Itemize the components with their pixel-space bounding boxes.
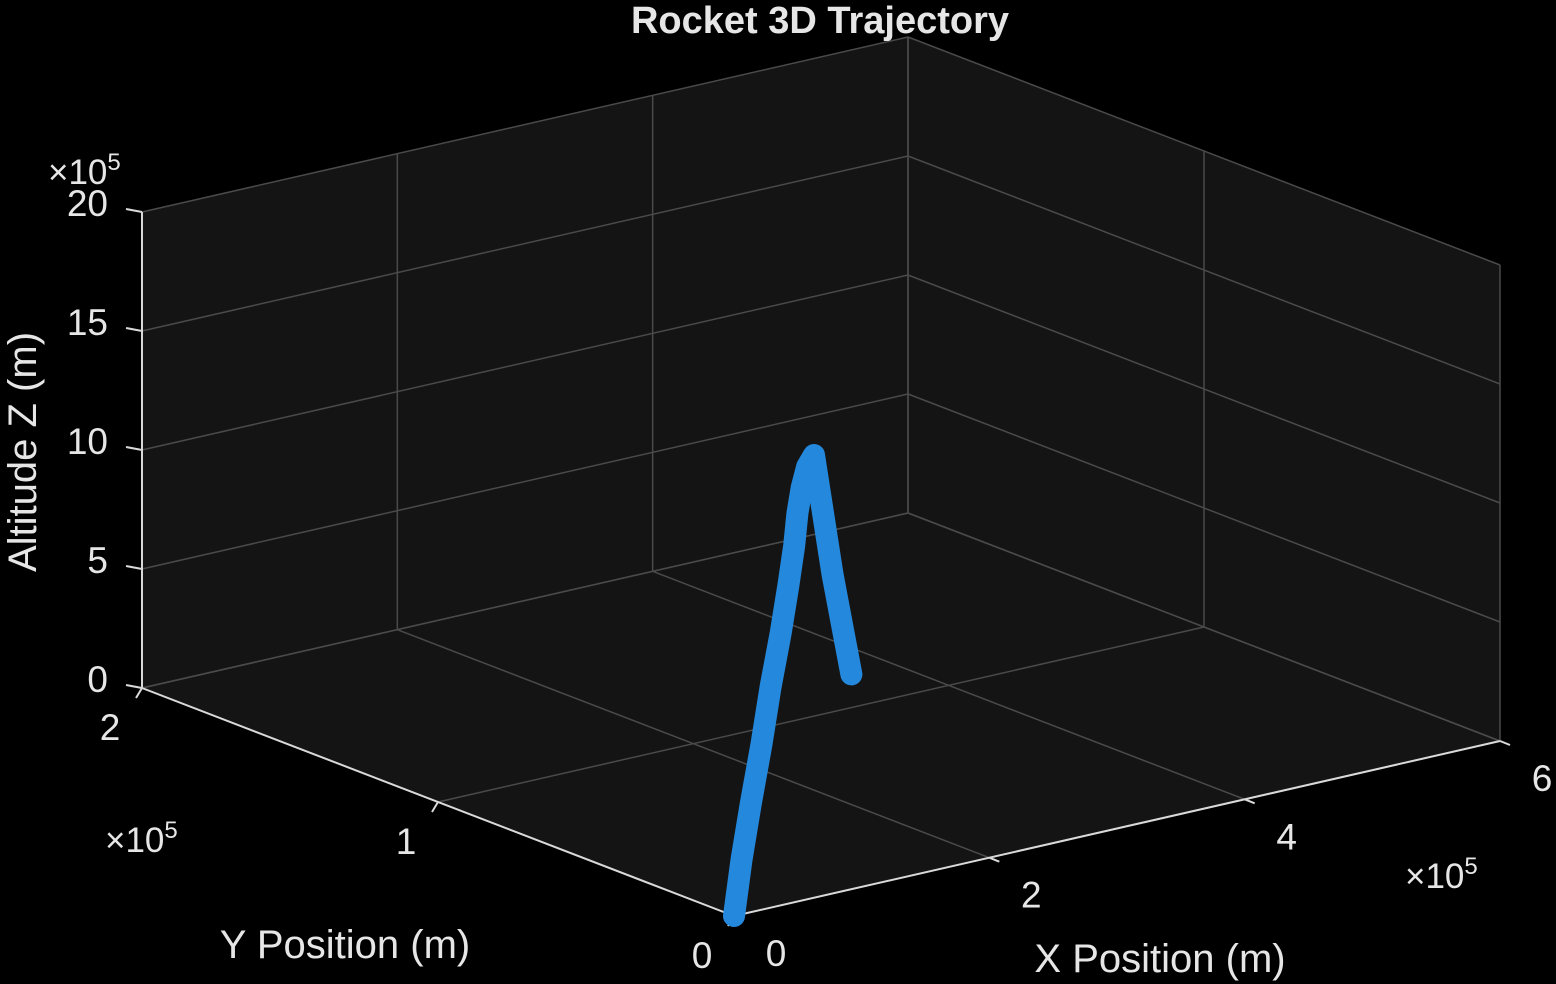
- x-tick-mark: [1499, 740, 1511, 746]
- grid-line-side-z: [907, 36, 1501, 266]
- z-tick-mark: [125, 327, 143, 332]
- trajectory-line: [723, 444, 863, 927]
- z-tick-label: 5: [87, 540, 108, 581]
- x-axis-line: [733, 740, 1501, 917]
- grid-line-back-z: [141, 393, 909, 570]
- trajectory-series: [723, 444, 863, 927]
- z-exponent-label: ×105: [48, 149, 121, 192]
- grid-line-back-z: [141, 274, 909, 451]
- y-tick-label: 2: [100, 707, 121, 748]
- x-tick-label: 2: [1021, 875, 1042, 916]
- z-tick-label: 20: [67, 183, 108, 224]
- grid-line-side-z: [907, 274, 1501, 504]
- x-axis-label: X Position (m): [1034, 937, 1285, 981]
- y-exponent-label: ×105: [105, 817, 178, 860]
- chart-title: Rocket 3D Trajectory: [631, 0, 1009, 42]
- y-tick-mark: [431, 801, 439, 813]
- z-axis-label: Altitude Z (m): [1, 332, 45, 572]
- z-tick-label: 10: [67, 421, 108, 462]
- y-tick-label: 1: [396, 821, 417, 862]
- grid-line-floor-y: [437, 626, 1205, 803]
- x-tick-label: 0: [766, 933, 787, 974]
- x-tick-label: 6: [1532, 758, 1553, 799]
- z-tick-mark: [125, 208, 143, 213]
- x-tick-label: 4: [1276, 816, 1297, 857]
- grid-line-side-z: [907, 155, 1501, 385]
- z-tick-mark: [125, 565, 143, 570]
- z-tick-mark: [125, 446, 143, 451]
- x-tick-mark: [988, 856, 1000, 863]
- x-exponent-label: ×105: [1405, 853, 1478, 896]
- y-tick-mark: [135, 687, 143, 699]
- grid-lines: [141, 36, 1501, 917]
- z-tick-label: 0: [87, 659, 108, 700]
- grid-line-side-z: [907, 512, 1501, 742]
- z-tick-mark: [125, 684, 143, 689]
- grid-line-side-z: [907, 393, 1501, 623]
- y-axis-label: Y Position (m): [220, 923, 470, 967]
- z-tick-label: 15: [67, 302, 108, 343]
- x-tick-mark: [1244, 798, 1256, 805]
- tick-marks: [125, 208, 1511, 927]
- grid-line-back-z: [141, 36, 909, 213]
- grid-line-back-z: [141, 155, 909, 332]
- y-tick-label: 0: [692, 935, 713, 976]
- grid-line-back-z: [141, 512, 909, 689]
